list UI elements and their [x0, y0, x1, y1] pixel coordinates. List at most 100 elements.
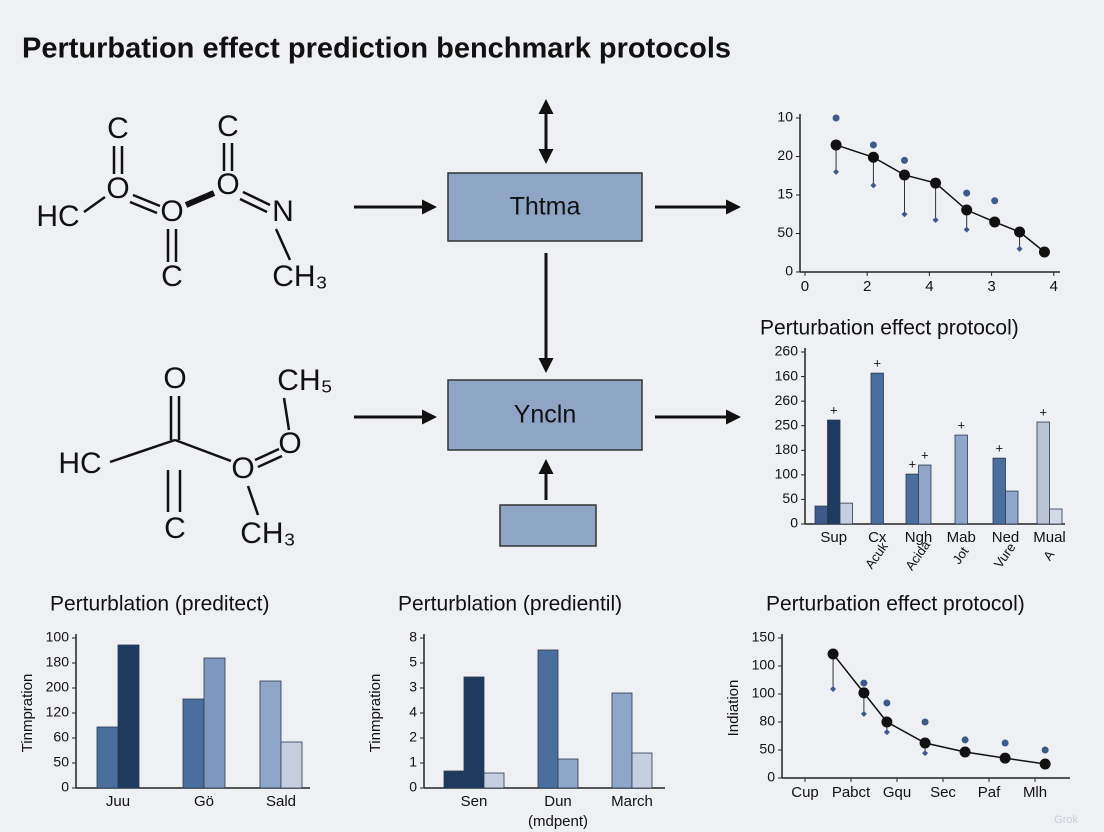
bar-marker: + — [957, 417, 965, 432]
y-tick-label: 4 — [409, 704, 417, 720]
data-point — [1038, 246, 1050, 258]
atom-label: O — [106, 172, 129, 205]
data-point — [930, 177, 942, 189]
y-tick-label: 1 — [409, 754, 417, 770]
atom-label: CH₃ — [272, 260, 328, 293]
y-tick-label: 260 — [775, 392, 799, 408]
bar — [1005, 490, 1019, 525]
chart-title: Perturbation effect protocol) — [760, 317, 1019, 340]
bar — [259, 680, 282, 789]
data-point — [867, 151, 879, 163]
x-tick-sublabel: A — [1040, 547, 1057, 563]
atom-label: N — [272, 195, 294, 228]
data-point — [827, 648, 839, 660]
chart-title: Perturblation (predientil) — [398, 593, 622, 616]
bar — [203, 657, 226, 789]
y-tick-label: 5 — [409, 654, 417, 670]
error-end — [932, 217, 939, 224]
bar-marker: + — [995, 441, 1003, 456]
data-point — [919, 737, 931, 749]
atom-label: C — [217, 110, 239, 143]
error-end — [922, 750, 929, 757]
x-tick-sublabel: Jot — [949, 544, 971, 567]
bar-marker: + — [921, 447, 929, 462]
atom-label: O — [163, 362, 186, 395]
bar — [483, 772, 505, 789]
x-tick-label: Sec — [930, 784, 956, 801]
bar — [1049, 508, 1063, 525]
error-end — [833, 168, 840, 175]
data-point — [1039, 758, 1051, 770]
error-end — [830, 685, 837, 692]
bar — [918, 464, 932, 525]
atom-label: CH₅ — [277, 364, 332, 397]
atom-label: CH₃ — [240, 517, 296, 550]
error-end — [860, 710, 867, 717]
x-tick-label: 4 — [925, 278, 933, 295]
bar — [827, 419, 841, 525]
x-tick-label: 3 — [987, 278, 995, 295]
upper-point — [860, 679, 868, 687]
atom-label: O — [216, 168, 239, 201]
upper-point — [832, 114, 840, 122]
bar-marker: + — [1039, 404, 1047, 419]
y-tick-label: 8 — [409, 629, 417, 645]
y-tick-label: 0 — [767, 769, 775, 785]
x-tick-label: Gqu — [883, 784, 911, 801]
upper-point — [1041, 746, 1049, 754]
bar — [1036, 421, 1050, 525]
y-tick-label: 2 — [409, 729, 417, 745]
bar — [182, 698, 205, 789]
bar — [557, 758, 579, 789]
x-tick-label: Pabct — [832, 784, 871, 801]
data-point — [1014, 226, 1026, 238]
bar-marker: + — [873, 356, 881, 371]
atom-label: HC — [36, 200, 79, 233]
y-tick-label: 120 — [46, 704, 70, 720]
atom-label: C — [164, 512, 186, 545]
x-tick-sublabel: Acuk — [862, 539, 891, 572]
error-end — [963, 226, 970, 233]
data-point — [989, 216, 1001, 228]
y-tick-label: 180 — [46, 654, 70, 670]
y-tick-label: 50 — [759, 741, 775, 757]
y-tick-label: 200 — [46, 679, 70, 695]
x-tick-label: Cup — [791, 784, 819, 801]
y-tick-label: 150 — [752, 629, 776, 645]
y-tick-label: 100 — [775, 466, 799, 482]
data-point — [830, 139, 842, 151]
error-end — [883, 729, 890, 736]
bar-marker: + — [908, 457, 916, 472]
atom-label: O — [278, 427, 301, 460]
y-tick-label: 100 — [752, 685, 776, 701]
x-tick-label: 2 — [863, 278, 871, 295]
bar — [463, 676, 485, 789]
data-point — [999, 752, 1011, 764]
upper-point — [991, 197, 999, 205]
bar — [280, 741, 303, 789]
upper-point — [883, 699, 891, 707]
y-tick-label: 100 — [46, 629, 70, 645]
upper-point — [900, 156, 908, 164]
x-tick-label: Mual — [1033, 529, 1066, 546]
box-label: Thtma — [510, 193, 581, 221]
bar — [954, 434, 968, 525]
box-label: Yncln — [514, 401, 577, 429]
error-end — [870, 182, 877, 189]
page-title: Perturbation effect prediction benchmark… — [22, 33, 731, 65]
bar — [443, 770, 465, 789]
bar — [905, 473, 919, 525]
bar — [96, 726, 119, 789]
x-tick-label: March — [611, 793, 653, 810]
y-tick-label: 0 — [785, 263, 793, 279]
data-line — [835, 144, 1045, 253]
y-tick-label: 80 — [759, 713, 775, 729]
error-end — [901, 211, 908, 218]
process-box — [447, 379, 643, 451]
x-tick-label: Ngh — [905, 529, 933, 546]
y-tick-label: 3 — [409, 679, 417, 695]
atom-label: HC — [58, 447, 101, 480]
data-point — [858, 687, 870, 699]
x-tick-label: Mlh — [1023, 784, 1047, 801]
